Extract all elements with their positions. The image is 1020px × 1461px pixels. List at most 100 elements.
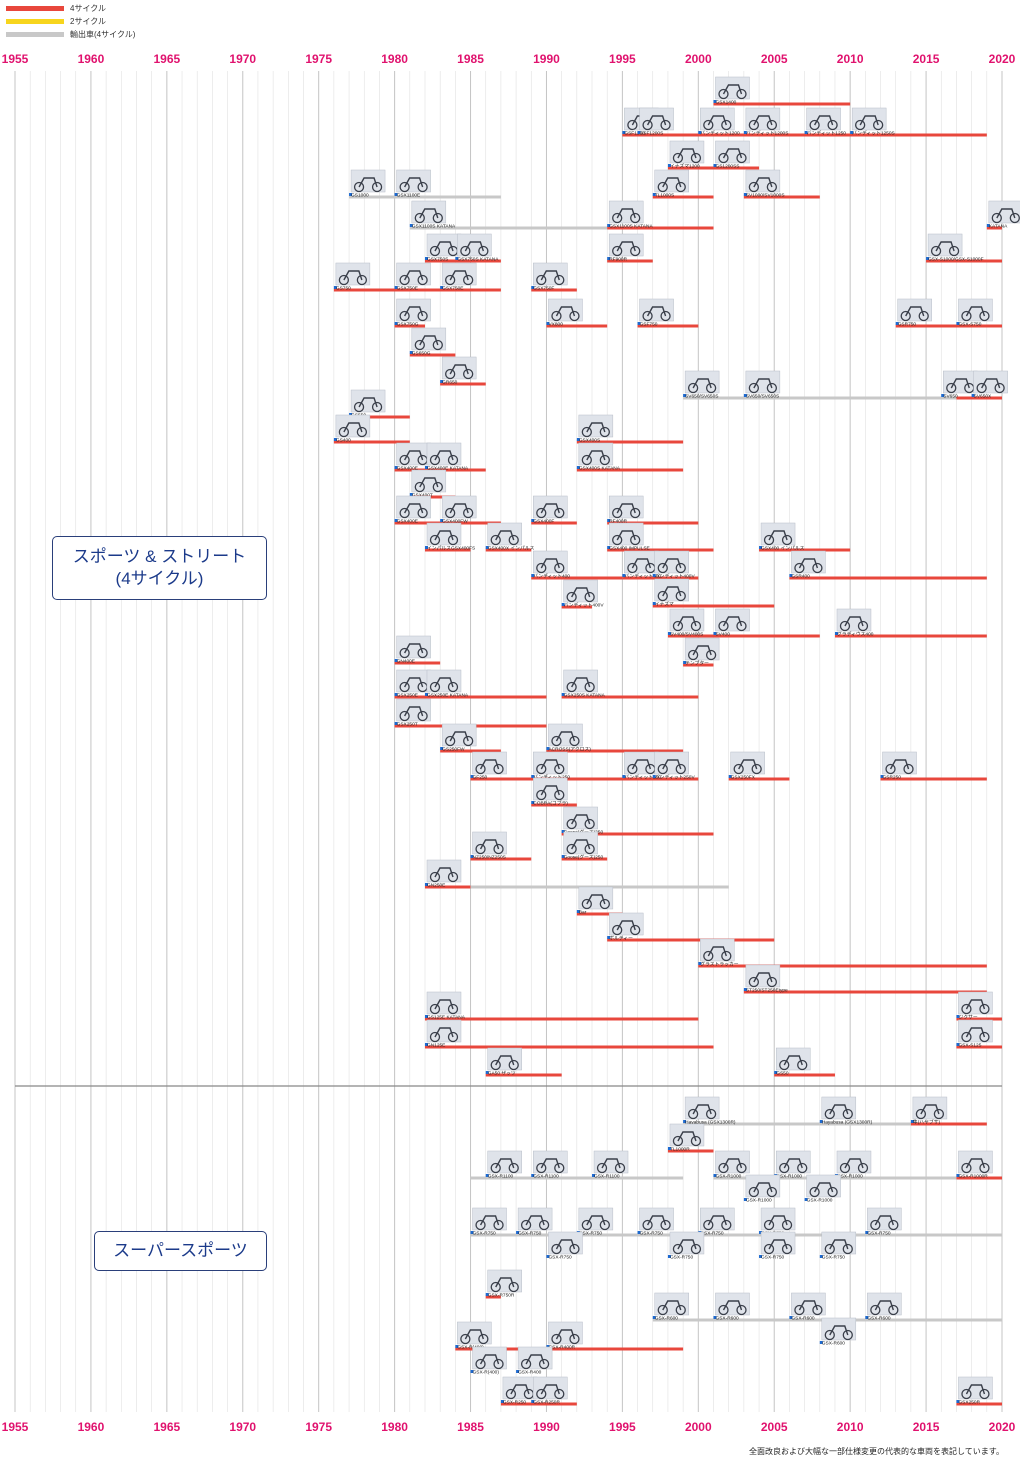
model-marker (349, 193, 353, 196)
model-label: GSX-R750 (700, 1231, 724, 1237)
model-label: バンディット1250 (807, 130, 847, 137)
model-label: SV650X (974, 394, 992, 400)
model-thumbnail (396, 298, 431, 322)
wheel-icon (672, 152, 684, 164)
model-label: GSX750S KATANA (457, 257, 499, 263)
model-thumbnail (760, 522, 796, 546)
model-marker (440, 380, 444, 383)
motorcycle-frame-icon (662, 177, 682, 188)
wheel-icon (581, 1219, 592, 1231)
wheel-icon (417, 310, 428, 322)
motorcycle-frame-icon (404, 177, 424, 188)
wheel-icon (797, 1162, 808, 1174)
wheel-icon (930, 245, 942, 257)
wheel-icon (353, 401, 365, 413)
wheel-icon (827, 119, 838, 131)
wheel-icon (399, 710, 410, 722)
model-marker (683, 394, 687, 397)
model-marker (622, 775, 626, 778)
wheel-icon (463, 735, 474, 747)
lineup-bar (424, 548, 471, 552)
wheel-icon (873, 119, 884, 131)
model-marker (485, 1071, 489, 1074)
model-marker (713, 164, 717, 167)
wheel-icon (536, 789, 547, 801)
motorcycle-frame-icon (555, 306, 576, 317)
motorcycle-frame-icon (768, 1215, 788, 1226)
wheel-icon (946, 382, 957, 394)
wheel-icon (794, 562, 805, 574)
motorcycle-frame-icon (479, 839, 500, 850)
model-label: GSX400FW (442, 519, 468, 525)
wheel-icon (429, 454, 441, 466)
wheel-icon (630, 534, 641, 546)
model-thumbnail (745, 169, 781, 193)
motorcycle-frame-icon (753, 115, 773, 126)
model-label: GSX250R (958, 1400, 980, 1406)
model-thumbnail (669, 1123, 705, 1147)
model-marker (637, 1231, 641, 1234)
model-thumbnail (745, 107, 781, 131)
model-thumbnail (502, 1376, 538, 1400)
year-tick-label: 1980 (381, 52, 408, 66)
wheel-icon (630, 212, 641, 224)
model-marker (394, 659, 398, 662)
wheel-icon (763, 1243, 775, 1255)
wheel-icon (429, 871, 441, 883)
model-thumbnail (669, 608, 705, 632)
wheel-icon (705, 1108, 717, 1120)
year-tick-label: 2020 (989, 52, 1016, 66)
year-tick-label: 1965 (153, 1420, 180, 1434)
model-label: GSX-R600 (715, 1316, 739, 1322)
model-label: GS1000 (351, 193, 369, 199)
model-thumbnail (411, 200, 447, 224)
model-label: KATANA (989, 224, 1008, 230)
wheel-icon (961, 1162, 972, 1174)
model-marker (910, 1120, 914, 1123)
lineup-bar (956, 396, 1002, 400)
motorcycle-frame-icon (404, 677, 424, 688)
wheel-icon (687, 382, 699, 394)
lineup-bar (743, 990, 987, 994)
lineup-bar (394, 324, 425, 328)
motorcycle-frame-icon (905, 306, 925, 317)
motorcycle-frame-icon (753, 378, 773, 389)
model-label: GR650 (442, 380, 458, 386)
wheel-icon (748, 382, 760, 394)
motorcycle-frame-icon (540, 558, 560, 569)
wheel-icon (490, 1281, 501, 1293)
model-label: ボルティー (609, 935, 633, 942)
motorcycle-frame-icon (965, 1158, 986, 1169)
model-marker (941, 394, 945, 397)
model-thumbnail (441, 356, 477, 380)
model-label: Hayabusa (GSX1300R) (685, 1120, 736, 1126)
model-thumbnail (821, 1096, 857, 1120)
model-label: バンディット400V (655, 573, 696, 580)
wheel-icon (475, 763, 486, 775)
model-label: GSX750E (442, 286, 463, 292)
wheel-icon (642, 1219, 653, 1231)
model-thumbnail (563, 806, 598, 830)
model-thumbnail (563, 669, 598, 693)
wheel-icon (690, 620, 702, 632)
wheel-icon (566, 681, 577, 693)
model-label: GSX-R400 (518, 1370, 542, 1376)
model-thumbnail (760, 1207, 796, 1231)
wheel-icon (675, 562, 686, 574)
motorcycle-frame-icon (571, 839, 591, 850)
lineup-bar (349, 195, 501, 199)
motorcycle-frame-icon (677, 1131, 697, 1142)
wheel-icon (460, 245, 471, 257)
motorcycle-frame-icon (692, 378, 712, 389)
model-label: GSX-R750 (518, 1231, 542, 1237)
model-label: GSX-R(400) (473, 1370, 500, 1376)
model-thumbnail (426, 669, 462, 693)
model-marker (956, 1015, 960, 1018)
wheel-icon (855, 119, 866, 131)
model-label: TL1000S (655, 193, 674, 199)
wheel-icon (718, 1162, 729, 1174)
lineup-bar (834, 634, 987, 638)
lineup-bar (607, 548, 714, 552)
motorcycle-frame-icon (525, 1215, 545, 1226)
lineup-bar (683, 663, 714, 667)
